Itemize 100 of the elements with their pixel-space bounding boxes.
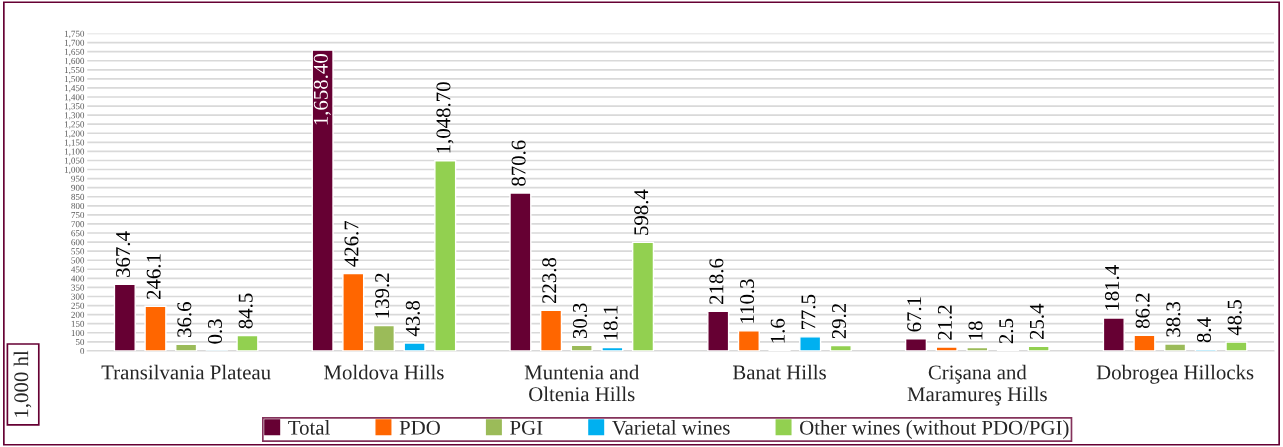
data-label: 30.3 — [572, 303, 588, 339]
y-tick-label: 1,000 — [64, 166, 85, 175]
y-tick-label: 1,650 — [64, 48, 85, 57]
bar — [509, 192, 532, 351]
data-label: 25.4 — [1029, 303, 1044, 340]
data-label: 86.2 — [1135, 293, 1150, 329]
y-tick-label: 850 — [71, 193, 85, 200]
x-tick-label: Banat Hills — [732, 364, 826, 380]
bar — [1027, 345, 1050, 351]
bar — [601, 346, 624, 351]
y-tick-label: 1,550 — [64, 66, 85, 75]
bar — [113, 283, 136, 351]
data-label: 84.5 — [238, 293, 253, 329]
data-label: 48.5 — [1227, 300, 1242, 336]
y-tick-label: 1,350 — [64, 103, 85, 111]
legend-label: Total — [288, 420, 330, 435]
y-tick-label: 900 — [71, 184, 85, 191]
y-tick-label: 950 — [71, 175, 85, 182]
y-tick-label: 700 — [71, 221, 85, 228]
bar — [1102, 317, 1125, 351]
y-tick-label: 350 — [71, 284, 85, 291]
data-label: 1,048.70 — [436, 82, 454, 153]
y-axis-title: 1,000 hl — [13, 350, 32, 417]
legend-label: Varietal wines — [612, 420, 730, 435]
data-label: 18.1 — [603, 306, 618, 340]
data-label: 426.7 — [344, 220, 359, 267]
data-label: 1.6 — [770, 318, 785, 343]
data-label: 21.2 — [937, 305, 952, 340]
bar — [1164, 343, 1187, 351]
y-tick-label: 1,050 — [64, 157, 85, 165]
y-tick-label: 300 — [71, 293, 85, 300]
y-tick-label: 400 — [71, 275, 85, 282]
bar — [236, 334, 259, 351]
y-tick-label: 650 — [71, 230, 85, 237]
y-tick-label: 1,300 — [64, 112, 85, 120]
data-label: 8.4 — [1196, 317, 1212, 343]
x-tick-label: Crişana and Maramureş Hills — [907, 364, 1047, 406]
data-label: 36.6 — [177, 302, 192, 337]
bar — [1133, 334, 1156, 351]
bar — [1225, 341, 1248, 351]
bar — [935, 346, 958, 351]
y-tick-label: 1,150 — [64, 139, 85, 147]
data-label: 43.8 — [405, 300, 420, 337]
data-label: 223.8 — [542, 257, 557, 304]
y-tick-label: 1,400 — [64, 94, 85, 102]
data-label: 110.3 — [740, 279, 755, 323]
y-tick-label: 550 — [71, 248, 85, 255]
y-tick-label: 1,450 — [64, 85, 85, 93]
bar — [707, 310, 730, 351]
data-label: 246.1 — [146, 254, 161, 299]
legend-label: PGI — [510, 420, 543, 435]
y-tick-label: 450 — [71, 266, 85, 273]
x-tick-label: Transilvania Plateau — [101, 364, 271, 380]
y-tick-label: 1,250 — [64, 121, 85, 129]
y-tick-label: 150 — [71, 320, 85, 327]
y-tick-label: 50 — [75, 338, 85, 346]
bar — [904, 338, 928, 351]
y-tick-label: 1,200 — [64, 130, 85, 138]
y-tick-label: 750 — [71, 212, 85, 219]
bar — [737, 330, 760, 351]
y-tick-label: 1,600 — [64, 57, 85, 66]
data-label: 2.5 — [999, 318, 1014, 344]
data-label: 367.4 — [116, 231, 131, 277]
y-tick-label: 100 — [71, 329, 85, 336]
data-label: 181.4 — [1104, 265, 1120, 310]
bar — [799, 336, 822, 351]
bar — [342, 272, 365, 351]
legend-label: Other wines (without PDO/PGI) — [800, 420, 1069, 439]
bar — [311, 49, 334, 351]
y-tick-label: 1,500 — [64, 75, 85, 84]
bar — [403, 342, 426, 351]
bar — [631, 241, 655, 351]
data-label: 218.6 — [709, 258, 724, 304]
bar — [966, 346, 989, 351]
x-tick-label: Moldova Hills — [324, 364, 444, 380]
data-label: 0.3 — [207, 319, 223, 344]
data-label: 1,658.40 — [313, 54, 331, 125]
data-label: 18 — [968, 321, 983, 340]
bar — [539, 309, 563, 351]
data-label: 77.5 — [801, 294, 816, 330]
data-label: 29.2 — [832, 303, 847, 339]
data-label: 870.6 — [511, 140, 526, 186]
data-label: 598.4 — [634, 189, 649, 235]
bar — [175, 343, 198, 351]
y-tick-label: 1,100 — [64, 148, 85, 156]
y-tick-label: 200 — [71, 311, 85, 318]
y-tick-label: 600 — [71, 239, 85, 246]
legend-label: PDO — [399, 420, 440, 435]
y-tick-label: 1,750 — [64, 30, 85, 39]
x-tick-label: Muntenia and Oltenia Hills — [524, 364, 640, 402]
data-label: 139.2 — [375, 273, 390, 318]
bar — [372, 324, 396, 351]
bar — [829, 344, 852, 351]
x-tick-label: Dobrogea Hillocks — [1096, 364, 1254, 384]
bar — [144, 305, 167, 351]
y-tick-label: 800 — [71, 202, 85, 210]
y-tick-label: 1,700 — [64, 39, 85, 48]
data-label: 38.3 — [1166, 301, 1181, 337]
y-tick-label: 500 — [71, 257, 85, 264]
bar — [434, 160, 457, 351]
